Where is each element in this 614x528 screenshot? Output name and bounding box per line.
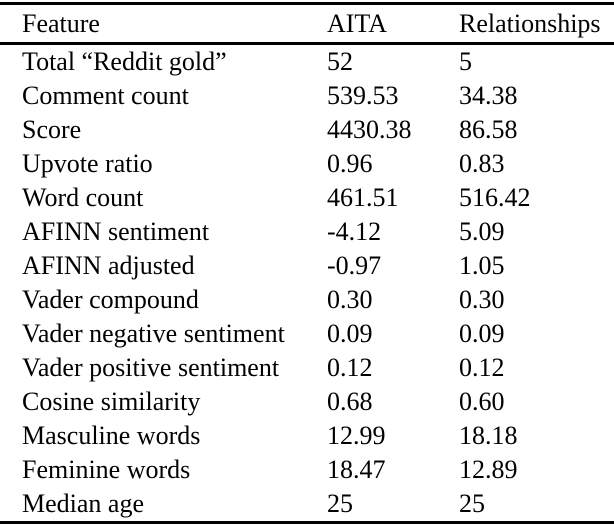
table-row: Comment count 539.53 34.38 xyxy=(0,79,614,113)
table-row: Score 4430.38 86.58 xyxy=(0,113,614,147)
table-header: Feature AITA Relationships xyxy=(0,3,614,45)
column-header-relationships: Relationships xyxy=(459,3,614,45)
feature-cell: AFINN adjusted xyxy=(22,251,195,280)
relationships-value-cell: 34.38 xyxy=(459,81,518,110)
feature-cell: Word count xyxy=(22,183,144,212)
feature-cell: AFINN sentiment xyxy=(22,217,210,246)
feature-cell: Score xyxy=(22,115,82,144)
aita-value-cell: 0.96 xyxy=(327,149,373,178)
relationships-value-cell: 0.60 xyxy=(459,387,505,416)
aita-value-cell: 0.30 xyxy=(327,285,373,314)
relationships-value-cell: 18.18 xyxy=(459,421,518,450)
relationships-value-cell: 86.58 xyxy=(459,115,518,144)
column-header-aita: AITA xyxy=(327,3,459,45)
feature-cell: Comment count xyxy=(22,81,189,110)
feature-cell: Vader positive sentiment xyxy=(22,353,280,382)
aita-value-cell: 12.99 xyxy=(327,421,386,450)
feature-cell: Total “Reddit gold” xyxy=(22,47,227,76)
aita-value-cell: 539.53 xyxy=(327,81,399,110)
aita-value-cell: -0.97 xyxy=(327,251,382,280)
aita-value-cell: 52 xyxy=(327,47,353,76)
aita-value-cell: 25 xyxy=(327,489,353,518)
aita-value-cell: 0.09 xyxy=(327,319,373,348)
table-row: Word count 461.51 516.42 xyxy=(0,181,614,215)
feature-cell: Cosine similarity xyxy=(22,387,201,416)
relationships-value-cell: 5 xyxy=(459,47,472,76)
table-row: Vader compound 0.30 0.30 xyxy=(0,283,614,317)
table-row: AFINN sentiment -4.12 5.09 xyxy=(0,215,614,249)
feature-cell: Median age xyxy=(22,489,145,518)
aita-value-cell: 18.47 xyxy=(327,455,386,484)
aita-value-cell: -4.12 xyxy=(327,217,382,246)
aita-value-cell: 0.68 xyxy=(327,387,373,416)
aita-value-cell: 461.51 xyxy=(327,183,399,212)
table-row: Total “Reddit gold” 52 5 xyxy=(0,44,614,80)
table-row: Vader positive sentiment 0.12 0.12 xyxy=(0,351,614,385)
feature-cell: Masculine words xyxy=(22,421,201,450)
feature-cell: Vader negative sentiment xyxy=(22,319,285,348)
relationships-value-cell: 516.42 xyxy=(459,183,531,212)
table-row: Median age 25 25 xyxy=(0,487,614,523)
table-row: Masculine words 12.99 18.18 xyxy=(0,419,614,453)
table-body: Total “Reddit gold” 52 5 Comment count 539.5… xyxy=(0,44,614,523)
table-row: Feminine words 18.47 12.89 xyxy=(0,453,614,487)
relationships-value-cell: 0.83 xyxy=(459,149,505,178)
table-row: Vader negative sentiment 0.09 0.09 xyxy=(0,317,614,351)
table-row: Upvote ratio 0.96 0.83 xyxy=(0,147,614,181)
column-header-feature: Feature xyxy=(0,3,327,45)
relationships-value-cell: 5.09 xyxy=(459,217,505,246)
table-row: Cosine similarity 0.68 0.60 xyxy=(0,385,614,419)
feature-cell: Vader compound xyxy=(22,285,199,314)
relationships-value-cell: 0.30 xyxy=(459,285,505,314)
relationships-value-cell: 25 xyxy=(459,489,485,518)
feature-cell: Feminine words xyxy=(22,455,191,484)
feature-cell: Upvote ratio xyxy=(22,149,153,178)
relationships-value-cell: 0.09 xyxy=(459,319,505,348)
table-row: AFINN adjusted -0.97 1.05 xyxy=(0,249,614,283)
relationships-value-cell: 0.12 xyxy=(459,353,505,382)
relationships-value-cell: 1.05 xyxy=(459,251,505,280)
relationships-value-cell: 12.89 xyxy=(459,455,518,484)
aita-value-cell: 4430.38 xyxy=(327,115,412,144)
header-row: Feature AITA Relationships xyxy=(0,3,614,45)
aita-value-cell: 0.12 xyxy=(327,353,373,382)
